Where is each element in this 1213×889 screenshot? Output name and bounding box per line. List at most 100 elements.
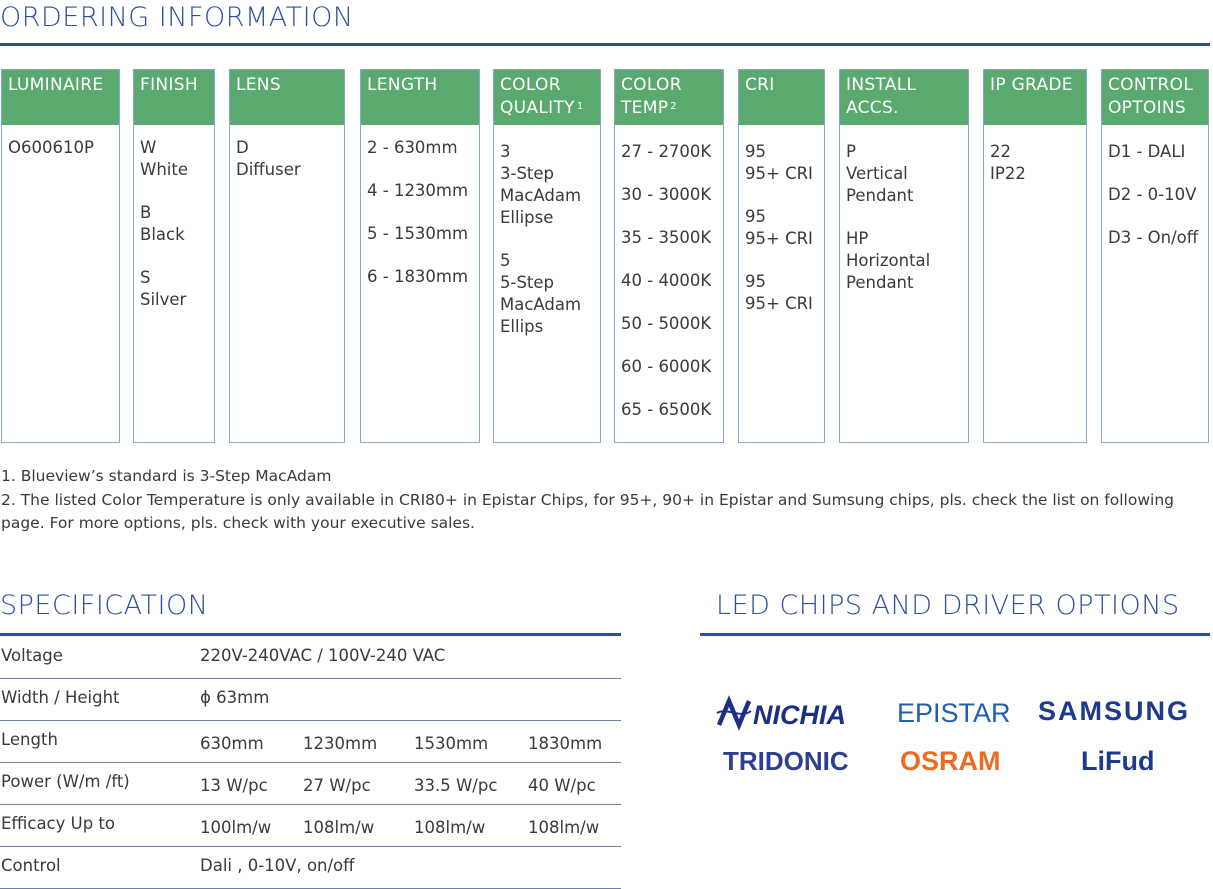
samsung-logo: SAMSUNG	[1038, 696, 1191, 726]
column-finish: FINISH W White B Black S Silver	[133, 69, 215, 443]
column-body: 3 3-Step MacAdam Ellipse 5 5-Step MacAdam Ellip…	[494, 125, 600, 338]
spec-value: 13 W/pc	[200, 776, 268, 795]
column-body: 27 - 2700K 30 - 3000K 35 - 3500K 40 - 4000K…	[615, 125, 723, 421]
spec-value: Dali , 0-10V, on/off	[200, 856, 355, 875]
option-text: Vertical	[846, 164, 908, 183]
option-text: 95+ CRI	[745, 164, 813, 183]
spec-row: Voltage 220V-240VAC / 100V-240 VAC	[0, 636, 621, 679]
option-text: 5 - 1530mm	[367, 224, 469, 243]
column-color-quality: COLOR QUALITY 1 3 3-Step MacAdam Ellipse 5 5-Ste…	[493, 69, 601, 443]
column-header-text: CRI	[745, 75, 775, 95]
option-text: 35 - 3500K	[621, 228, 712, 247]
column-body: 2 - 630mm 4 - 1230mm 5 - 1530mm 6 - 1830mm	[361, 125, 479, 288]
column-ipgrade: IP GRADE 22 IP22	[983, 69, 1087, 443]
spec-label: Power (W/m /ft)	[1, 772, 130, 791]
option-text: 2 - 630mm	[367, 138, 458, 157]
column-header-text: INSTALL	[846, 75, 917, 95]
option-text: D	[236, 138, 249, 157]
option-text: MacAdam	[500, 295, 582, 314]
option-text: 27 - 2700K	[621, 142, 712, 161]
spec-label: Control	[1, 856, 61, 875]
spacer	[621, 335, 717, 356]
spacer	[367, 159, 473, 180]
ordering-title: ORDERING INFORMATION	[0, 2, 354, 33]
spacer	[140, 181, 208, 202]
spec-value: ϕ 63mm	[200, 688, 270, 707]
spacer	[621, 163, 717, 184]
option-text: 95	[745, 207, 766, 226]
column-header-text: COLOR	[500, 75, 561, 95]
spacer	[745, 250, 818, 271]
option-text: HP	[846, 229, 869, 248]
option-text: 50 - 5000K	[621, 314, 712, 333]
spec-value: 27 W/pc	[303, 776, 371, 795]
lifud-logo: LiFud	[1081, 746, 1155, 776]
spec-value: 1230mm	[303, 734, 378, 753]
column-header-text: QUALITY	[500, 98, 575, 118]
spacer	[500, 229, 594, 250]
column-header: LENS	[230, 70, 344, 125]
column-install-accs: INSTALL ACCS. P Vertical Pendant HP Horizontal…	[839, 69, 969, 443]
spec-value: 100lm/w	[200, 818, 272, 837]
option-text: Ellipse	[500, 208, 554, 227]
option-text: 65 - 6500K	[621, 400, 712, 419]
spec-value: 40 W/pc	[528, 776, 596, 795]
spacer	[367, 202, 473, 223]
column-cri: CRI 95 95+ CRI 95 95+ CRI 95 95+ CRI	[738, 69, 825, 443]
column-header-text: CONTROL	[1108, 75, 1194, 95]
option-text: 5	[500, 251, 511, 270]
spec-value: 630mm	[200, 734, 264, 753]
option-text: S	[140, 268, 151, 287]
note-1: 1. Blueview’s standard is 3-Step MacAdam	[1, 467, 332, 485]
spec-label: Width / Height	[1, 688, 120, 707]
column-header-text: COLOR	[621, 75, 682, 95]
spec-value: 108lm/w	[303, 818, 375, 837]
chips-title: LED CHIPS AND DRIVER OPTIONS	[716, 590, 1180, 621]
option-text: D2 - 0-10V	[1108, 185, 1197, 204]
spec-value: 1830mm	[528, 734, 603, 753]
spec-label: Length	[1, 730, 58, 749]
spec-value: 108lm/w	[528, 818, 600, 837]
spacer	[621, 378, 717, 399]
chip-logos: NICHIA EPISTAR SAMSUNG TRIDONIC OSRAM Li…	[715, 690, 1205, 790]
column-header-text: LENS	[236, 75, 281, 95]
nichia-text: NICHIA	[753, 700, 846, 730]
column-body: W White B Black S Silver	[134, 125, 214, 311]
ordering-rule	[0, 43, 1210, 46]
spacer	[745, 185, 818, 206]
column-luminaire: LUMINAIRE O600610P	[1, 69, 120, 443]
spec-row: Control Dali , 0-10V, on/off	[0, 846, 621, 889]
option-text: MacAdam	[500, 186, 582, 205]
column-header-text: OPTOINS	[1108, 98, 1187, 118]
chips-rule	[700, 633, 1210, 636]
column-header-text: LUMINAIRE	[8, 75, 104, 95]
option-text: Pendant	[846, 186, 914, 205]
option-text: IP22	[990, 164, 1026, 183]
column-header: IP GRADE	[984, 70, 1086, 125]
column-control-optoins: CONTROL OPTOINS D1 - DALI D2 - 0-10V D3 - On…	[1101, 69, 1209, 443]
spacer	[621, 206, 717, 227]
tridonic-logo: TRIDONIC	[723, 746, 849, 776]
column-header: FINISH	[134, 70, 214, 125]
spec-row: Power (W/m /ft) 13 W/pc 27 W/pc 33.5 W/pc 40…	[0, 762, 621, 805]
column-header: LENGTH	[361, 70, 479, 125]
osram-logo: OSRAM	[900, 746, 1001, 776]
option-text: B	[140, 203, 152, 222]
column-header-text: ACCS.	[846, 98, 899, 118]
option-text: D1 - DALI	[1108, 142, 1186, 161]
spacer	[140, 246, 208, 267]
option-text: 3-Step	[500, 164, 555, 183]
column-header-text: FINISH	[140, 75, 198, 95]
column-header: LUMINAIRE	[2, 70, 119, 125]
nichia-mark-icon	[716, 695, 752, 731]
column-body: P Vertical Pendant HP Horizontal Pendant	[840, 125, 968, 294]
column-header-text: IP GRADE	[990, 75, 1073, 95]
column-header-text: TEMP	[621, 98, 669, 118]
nichia-logo: NICHIA	[715, 695, 846, 731]
column-header-text: LENGTH	[367, 75, 438, 95]
option-text: 95	[745, 142, 766, 161]
column-header: COLOR TEMP 2	[615, 70, 723, 125]
spec-row: Width / Height ϕ 63mm	[0, 678, 621, 721]
column-header: INSTALL ACCS.	[840, 70, 968, 125]
spacer	[1108, 163, 1202, 184]
